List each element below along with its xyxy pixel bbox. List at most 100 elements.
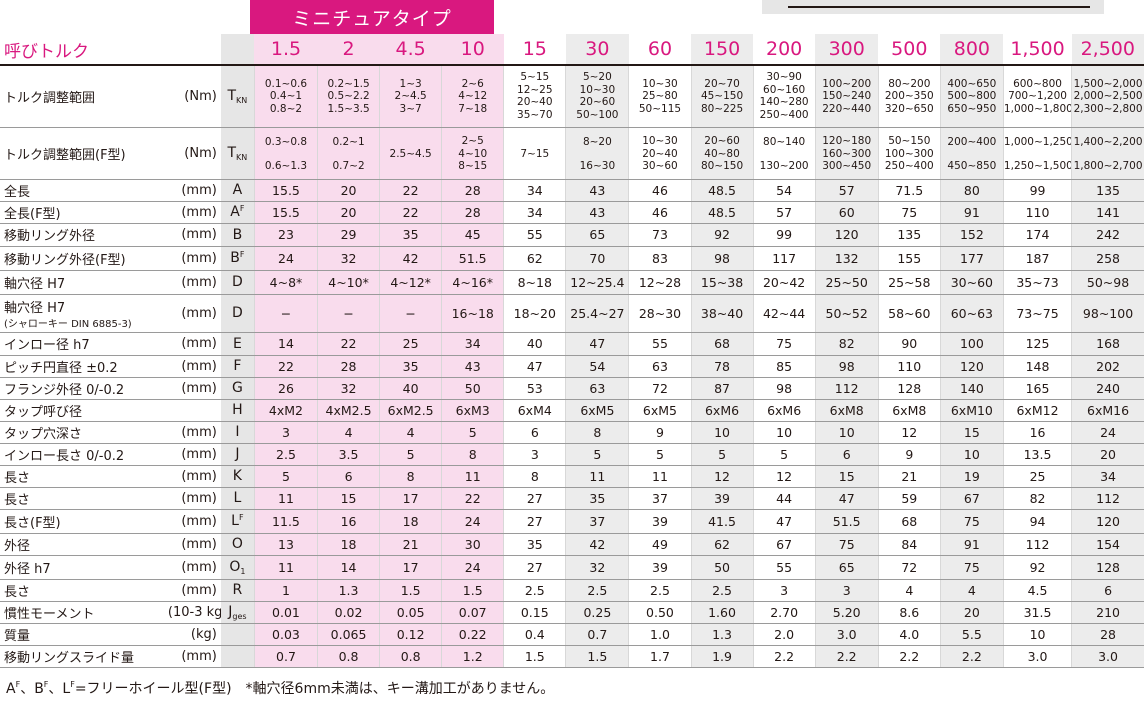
value-line: 0.3~0.8 <box>264 135 308 148</box>
value-line <box>567 148 629 160</box>
value-cell: 5 <box>628 443 691 466</box>
value-cell: 2.5 <box>628 579 691 602</box>
spec-row: 移動リング外径(F型) (mm) BF 24 32 42 51.5 62 70 83 98 117 13… <box>0 246 1144 271</box>
row-symbol-text: O <box>229 558 241 575</box>
value-cell: 99 <box>752 223 816 247</box>
value-cell: 30~90 60~160 140~280 250~400 <box>752 65 816 128</box>
value-line: 2~5 <box>461 135 484 148</box>
value-line: 600~800 <box>1013 77 1062 90</box>
value-cell: 20~60 40~80 80~150 <box>690 127 754 180</box>
value-stack: 0.2~1 0.7~2 <box>319 130 380 177</box>
value-line: 30~90 <box>766 71 802 84</box>
value-line: 0.4~1 <box>269 90 303 102</box>
value-cell: 27 <box>503 509 566 534</box>
value-cell: 34 <box>1071 465 1144 488</box>
value-cell: 99 <box>1002 179 1072 202</box>
value-cell: 3.0 <box>1002 645 1072 668</box>
value-cell: 28 <box>1071 623 1144 646</box>
value-cell: 60 <box>814 201 879 224</box>
value-cell: 12 <box>877 421 941 444</box>
value-cell: 6 <box>1071 579 1144 602</box>
value-cell: 240 <box>1071 377 1144 400</box>
row-symbol: BF <box>220 246 255 271</box>
spec-row: 軸穴径 H7 (mm) D 4~8* 4~10* 4~12* 4~16* 8~18 12~25.… <box>0 270 1144 295</box>
value-line: 8~15 <box>458 160 488 173</box>
value-cell: 75 <box>814 533 879 556</box>
value-cell: 210 <box>1071 601 1144 624</box>
miniature-type-band: ミニチュアタイプ <box>250 0 494 34</box>
row-symbol: A <box>220 179 255 202</box>
value-line: 100~200 <box>822 77 872 90</box>
value-cell: 100~200 150~240 220~440 <box>814 65 879 128</box>
value-cell: 37 <box>565 509 629 534</box>
row-label: 長さ <box>0 487 168 510</box>
value-cell: 65 <box>814 555 879 580</box>
value-line <box>1073 148 1144 160</box>
value-stack: 1,400~2,200 1,800~2,700 <box>1073 130 1144 177</box>
value-line <box>1004 148 1071 160</box>
value-cell: − <box>317 294 380 333</box>
value-cell: 2.5 <box>253 443 318 466</box>
value-cell: 39 <box>628 509 691 534</box>
value-cell: 22 <box>379 201 442 224</box>
value-line: 320~650 <box>884 102 934 115</box>
value-line: 1.5~3.5 <box>327 102 370 115</box>
footnote-b: B <box>34 681 44 697</box>
value-cell: 21 <box>379 533 442 556</box>
value-cell: 4 <box>379 421 442 444</box>
value-cell: 10~30 20~40 30~60 <box>628 127 691 180</box>
value-cell: 43 <box>565 201 629 224</box>
value-cell: 12 <box>752 465 816 488</box>
value-cell: 58~60 <box>877 294 941 333</box>
value-cell: 50~52 <box>814 294 879 333</box>
value-line: 50~150 <box>888 135 931 148</box>
row-unit: (mm) <box>167 487 221 510</box>
row-unit: (10-3 kgm2) <box>167 601 221 624</box>
header-decoration-box <box>762 0 1104 14</box>
value-cell: 53 <box>503 377 566 400</box>
value-cell: 2.5~4.5 <box>379 127 442 180</box>
value-cell: 187 <box>1002 246 1072 271</box>
row-label: 長さ <box>0 465 168 488</box>
value-cell: 57 <box>814 179 879 202</box>
row-unit: (mm) <box>167 555 221 580</box>
value-line: 0.1~0.6 <box>264 77 308 90</box>
value-cell: 46 <box>628 201 691 224</box>
value-line: 0.2~1.5 <box>327 77 370 90</box>
value-cell: 35 <box>565 487 629 510</box>
row-unit: (mm) <box>167 355 221 378</box>
value-stack: 30~90 60~160 140~280 250~400 <box>754 71 815 121</box>
value-cell: 5 <box>565 443 629 466</box>
value-cell: 68 <box>877 509 941 534</box>
size-header: 60 <box>628 34 691 66</box>
value-cell: 47 <box>503 355 566 378</box>
row-label-text: フランジ外径 0/-0.2 <box>4 382 125 398</box>
value-line: 10~30 <box>642 77 678 90</box>
spec-row: 全長(F型) (mm) AF 15.5 20 22 28 34 43 46 48.5 57 60 75 91… <box>0 201 1144 224</box>
value-cell: 12~28 <box>628 270 691 295</box>
row-label: 質量 <box>0 623 168 646</box>
value-line <box>255 148 317 160</box>
row-label: タップ穴深さ <box>0 421 168 444</box>
row-label-text: 外径 <box>4 538 31 554</box>
spec-row: 質量 (kg) 0.03 0.065 0.12 0.22 0.4 0.7 1.0 1.3 2.0 3.… <box>0 623 1144 646</box>
value-cell: 5.5 <box>939 623 1004 646</box>
row-label-text: 慣性モーメント <box>4 606 95 622</box>
value-cell: 20 <box>939 601 1004 624</box>
value-cell: 15 <box>939 421 1004 444</box>
value-line: 50~100 <box>576 108 619 121</box>
value-cell: 4~10* <box>317 270 380 295</box>
row-symbol: I <box>220 421 255 444</box>
value-cell: 71.5 <box>877 179 941 202</box>
row-label-text: 長さ <box>4 492 31 508</box>
value-cell: 4~12* <box>379 270 442 295</box>
value-line: 4~10 <box>458 147 488 160</box>
value-cell: 0.8 <box>379 645 442 668</box>
value-stack: 5~20 10~30 20~60 50~100 <box>567 71 629 121</box>
value-cell: 132 <box>814 246 879 271</box>
value-cell: 1~3 2~4.5 3~7 <box>379 65 442 128</box>
value-cell: 75 <box>752 332 816 356</box>
value-line: 450~850 <box>947 160 997 172</box>
value-cell: 28~30 <box>628 294 691 333</box>
row-label: 軸穴径 H7 (シャローキー DIN 6885-3) <box>0 294 168 333</box>
